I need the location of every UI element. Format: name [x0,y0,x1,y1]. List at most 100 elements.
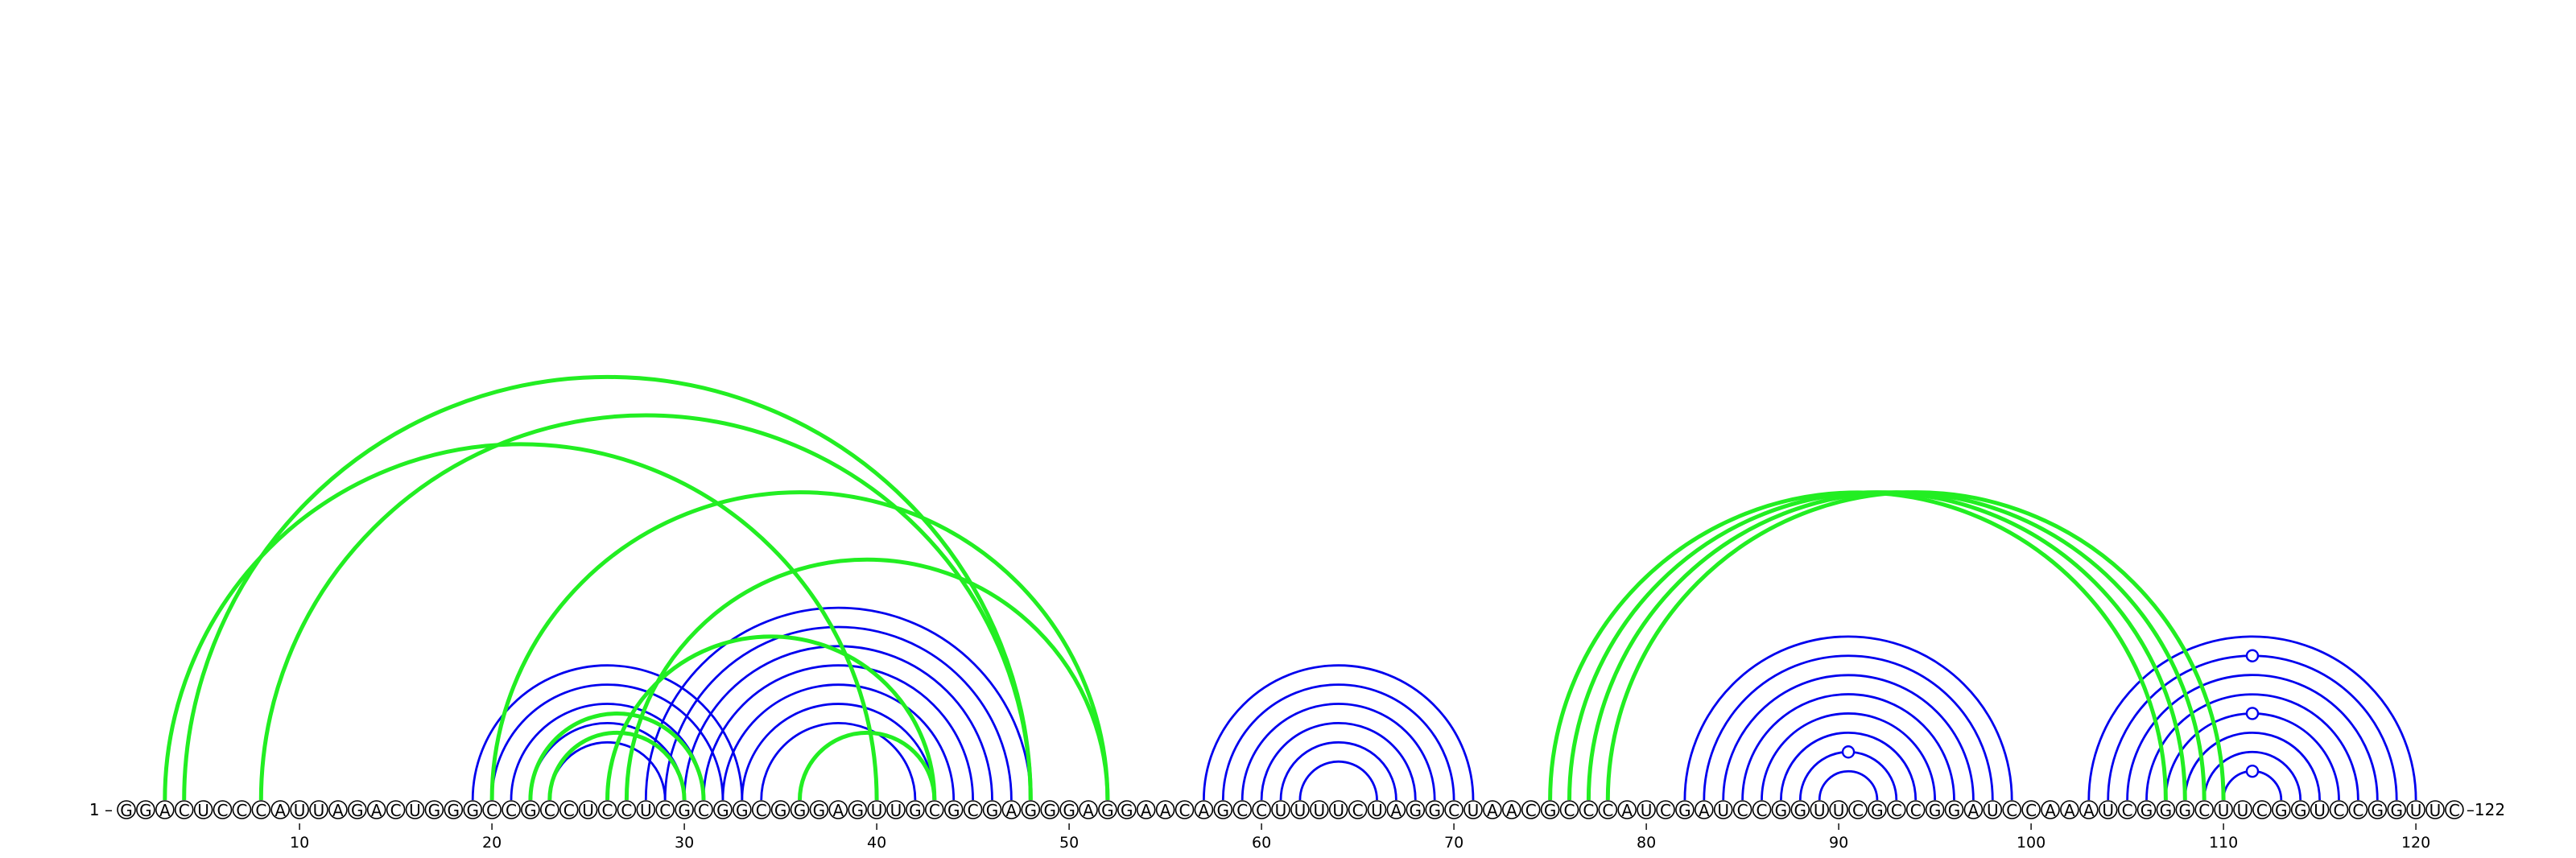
nucleotide-66: U [1368,801,1386,820]
nucleotide-84: U [1715,801,1732,820]
nucleotide-40: U [868,801,886,820]
position-axis: 10 20 30 40 50 60 70 80 90 100 110 120 [290,823,2430,852]
arc-marker-110-113 [2247,765,2258,777]
tick-label-70: 70 [1444,834,1463,852]
nucleotide-letter: C [1737,801,1748,820]
nucleotide-letter: C [929,801,940,820]
tick-label-30: 30 [675,834,694,852]
nucleotide-31: C [695,801,712,820]
nucleotide-28: U [637,801,654,820]
nucleotide-letter: C [2352,801,2363,820]
nucleotide-letter: G [1948,801,1961,820]
nucleotide-62: U [1291,801,1309,820]
nucleotide-117: C [2349,801,2367,820]
nucleotide-54: A [1137,801,1155,820]
nucleotide-letter: U [409,801,421,820]
nucleotide-letter: G [851,801,864,820]
nucleotide-letter: A [1391,801,1402,820]
nucleotide-48: G [1022,801,1039,820]
nucleotide-letter: U [2429,801,2442,820]
nucleotide-letter: C [390,801,402,820]
nucleotide-letter: G [2275,801,2288,820]
nucleotide-63: U [1311,801,1328,820]
nucleotide-letter: C [621,801,632,820]
nucleotide-109: C [2195,801,2213,820]
nucleotide-letter: G [120,801,133,820]
nucleotide-letter: G [524,801,537,820]
nucleotide-18: G [444,801,462,820]
nucleotide-letter: U [1332,801,1344,820]
blue-pair-arc-32-44 [723,685,954,800]
nucleotide-letter: G [2390,801,2403,820]
nucleotide-letter: U [197,801,209,820]
nucleotide-58: G [1214,801,1232,820]
nucleotide-73: A [1503,801,1521,820]
nucleotide-letter: C [236,801,247,820]
nucleotide-letter: U [890,801,902,820]
nucleotide-letter: G [1043,801,1056,820]
nucleotide-letter: U [294,801,306,820]
nucleotide-85: C [1734,801,1752,820]
nucleotide-55: A [1157,801,1174,820]
nucleotide-letter: G [947,801,960,820]
nucleotide-12: A [329,801,347,820]
nucleotide-letter: G [1871,801,1884,820]
nucleotide-5: U [195,801,213,820]
nucleotide-65: C [1349,801,1367,820]
nucleotide-26: C [599,801,617,820]
nucleotide-letter: A [1968,801,1979,820]
nucleotide-39: G [848,801,866,820]
nucleotide-4: C [175,801,193,820]
nucleotide-6: C [214,801,232,820]
nucleotide-122: C [2446,801,2463,820]
nucleotide-89: U [1810,801,1828,820]
blue-pair-arc-61-67 [1281,742,1396,800]
nucleotide-79: A [1618,801,1636,820]
nucleotide-16: U [407,801,424,820]
nucleotide-letter: G [1544,801,1557,820]
nucleotide-letter: U [640,801,652,820]
nucleotide-99: C [2003,801,2021,820]
nucleotide-letter: A [1083,801,1094,820]
nucleotide-3: A [156,801,174,820]
nucleotide-letter: C [968,801,979,820]
nucleotide-letter: G [716,801,729,820]
arc-marker-88-93 [1843,746,1854,757]
green-pair-arc-3-40 [165,444,877,800]
nucleotide-71: U [1464,801,1482,820]
nucleotide-letter: A [2083,801,2095,820]
nucleotide-letter: C [2256,801,2268,820]
nucleotide-letter: G [351,801,364,820]
nucleotide-74: C [1522,801,1540,820]
nucleotide-106: G [2138,801,2156,820]
nucleotide-letter: C [1757,801,1768,820]
nucleotide-42: G [906,801,924,820]
nucleotide-95: G [1926,801,1944,820]
nucleotide-110: U [2215,801,2232,820]
nucleotide-102: A [2061,801,2079,820]
nucleotide-78: C [1599,801,1616,820]
nucleotide-letter: C [602,801,613,820]
tick-label-10: 10 [290,834,309,852]
nucleotide-letter: G [1794,801,1807,820]
nucleotide-letter: C [2449,801,2460,820]
nucleotide-letter: C [2122,801,2133,820]
nucleotide-letter: A [1141,801,1152,820]
nucleotide-letter: U [582,801,594,820]
arc-marker-107-116 [2247,707,2258,719]
nucleotide-letter: A [159,801,171,820]
nucleotide-letter: G [2179,801,2192,820]
nucleotide-75: G [1542,801,1559,820]
nucleotide-letter: C [2025,801,2037,820]
nucleotide-letter: G [448,801,460,820]
nucleotide-10: U [291,801,308,820]
nucleotide-letter: C [1660,801,1671,820]
nucleotide-114: G [2292,801,2310,820]
nucleotide-13: G [349,801,366,820]
nucleotide-letter: A [1160,801,1171,820]
nucleotide-2: G [137,801,155,820]
nucleotide-letter: G [1410,801,1422,820]
nucleotide-20: C [483,801,501,820]
